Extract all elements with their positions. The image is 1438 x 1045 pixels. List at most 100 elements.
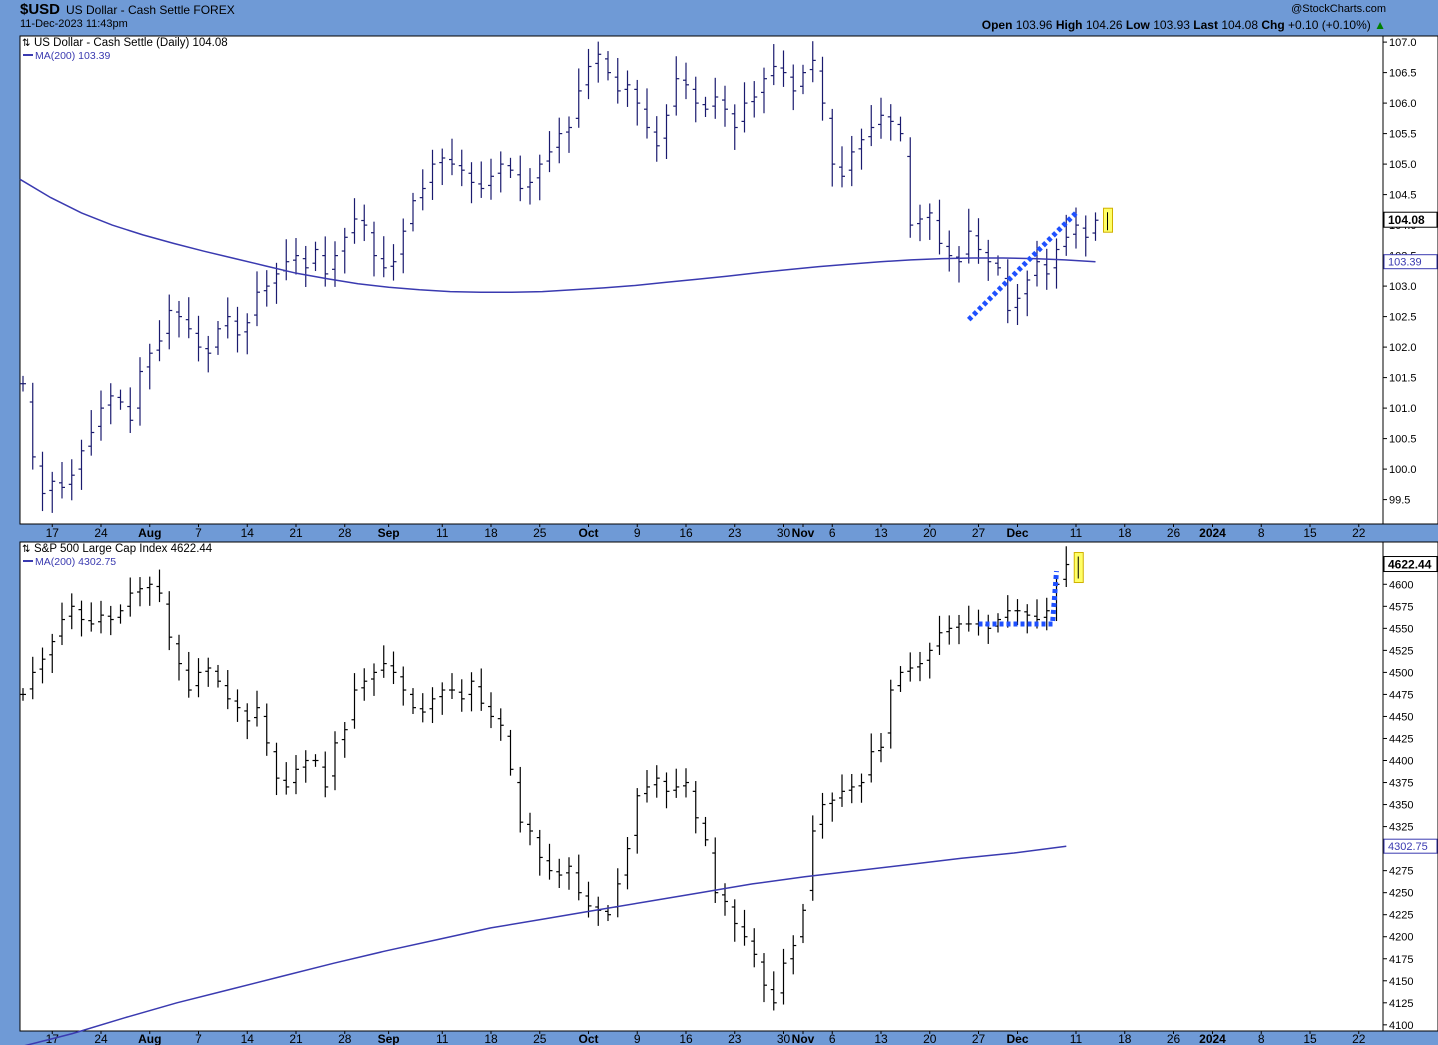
price-bar — [293, 238, 299, 275]
x-tick-label: Sep — [378, 526, 400, 540]
spx-panel: 4600 4575 4550 4525 4500 4475 4450 4425 4400 4375… — [19, 541, 1438, 1045]
x-tick-label: 15 — [1303, 1032, 1317, 1045]
price-bar — [848, 135, 855, 187]
ticker-symbol: $USD — [20, 1, 61, 18]
y-tick-label: 4525 — [1389, 645, 1413, 657]
price-bar — [517, 766, 524, 833]
x-tick-label: 26 — [1167, 1032, 1181, 1045]
y-tick-label: 4425 — [1389, 733, 1413, 745]
x-tick-label: 26 — [1167, 526, 1181, 540]
price-bar — [185, 297, 192, 339]
price-bar — [322, 751, 329, 798]
price-bar — [439, 148, 446, 186]
x-tick-label: 6 — [829, 526, 836, 540]
ma-price-tag-box — [1383, 838, 1438, 854]
price-bar — [468, 162, 475, 204]
price-bar — [965, 208, 972, 264]
price-bar — [20, 688, 26, 701]
price-bar — [556, 858, 563, 889]
price-bar — [624, 836, 631, 890]
price-bar — [283, 762, 290, 795]
price-bar — [410, 192, 416, 232]
up-arrow-icon: ▲ — [1374, 18, 1386, 32]
price-bar — [127, 387, 134, 433]
price-bar — [644, 770, 650, 803]
price-bar — [117, 389, 124, 410]
last-label: Last — [1193, 18, 1218, 32]
price-bar — [800, 64, 806, 95]
x-tick-label: Oct — [578, 1032, 598, 1045]
price-bar — [624, 70, 631, 107]
price-bar — [419, 693, 426, 723]
y-tick-label: 106.0 — [1389, 98, 1417, 110]
price-bar — [839, 774, 845, 807]
price-bar — [215, 320, 221, 355]
x-tick-label: 22 — [1352, 1032, 1366, 1045]
y-tick-label: 101.0 — [1389, 403, 1417, 415]
price-bar — [332, 731, 338, 791]
price-bar — [829, 108, 836, 187]
price-bar — [995, 255, 1001, 276]
price-bar — [536, 829, 543, 876]
price-bar — [780, 948, 787, 1005]
price-bar — [858, 773, 865, 803]
price-bar — [458, 679, 465, 712]
price-bar — [887, 679, 894, 749]
high-value: 104.26 — [1085, 18, 1123, 32]
price-bar — [439, 682, 446, 715]
last-price-tag-box — [1383, 556, 1438, 573]
usd-panel: 107.0106.5106.0105.5105.0104.5104.0103.5… — [19, 35, 1438, 540]
price-bar — [761, 953, 767, 1003]
x-tick-label: 23 — [728, 1032, 742, 1045]
price-bar — [829, 792, 836, 822]
price-bar — [88, 602, 95, 632]
chg-value: +0.10 (+0.10%) — [1288, 18, 1371, 32]
price-bar — [965, 605, 972, 632]
price-bar — [1014, 599, 1021, 625]
chg-label: Chg — [1261, 18, 1285, 32]
y-tick-label: 103.0 — [1389, 281, 1417, 293]
price-bar — [507, 157, 514, 179]
x-tick-label: 20 — [923, 1032, 937, 1045]
x-tick-label: Dec — [1006, 1032, 1028, 1045]
x-tick-label: 24 — [94, 526, 108, 540]
last-price-tag: 104.08 — [1388, 213, 1425, 227]
x-tick-label: 8 — [1258, 1032, 1265, 1045]
price-bar — [458, 149, 465, 187]
price-bar — [195, 315, 202, 362]
x-tick-label: 25 — [533, 1032, 547, 1045]
y-tick-label: 4575 — [1389, 601, 1413, 613]
y-tick-label: 4200 — [1389, 932, 1413, 944]
panel-icon: ⇅ — [22, 38, 30, 49]
ticker-name: US Dollar - Cash Settle FOREX — [66, 3, 235, 17]
price-bar — [1024, 604, 1031, 634]
x-tick-label: 25 — [533, 526, 547, 540]
price-bar — [566, 116, 572, 153]
price-bar — [39, 647, 46, 684]
ma-price-tag: 4302.75 — [1388, 841, 1428, 853]
price-bar — [907, 137, 914, 238]
price-bar — [166, 591, 173, 651]
y-tick-label: 4275 — [1389, 866, 1413, 878]
panel-title: S&P 500 Large Cap Index 4622.44 — [34, 543, 213, 555]
price-bar — [1043, 597, 1050, 631]
x-tick-label: Aug — [138, 1032, 161, 1045]
y-tick-label: 4475 — [1389, 689, 1413, 701]
price-bar — [527, 812, 533, 846]
price-bar — [1053, 238, 1060, 289]
x-tick-label: Oct — [578, 526, 598, 540]
x-tick-label: 23 — [728, 526, 742, 540]
price-bar — [653, 116, 660, 162]
last-value: 104.08 — [1221, 18, 1259, 32]
price-bar — [527, 168, 533, 205]
price-bar — [809, 815, 816, 901]
y-axis-area — [1382, 541, 1438, 1032]
price-bar — [156, 569, 163, 603]
price-bar — [312, 241, 319, 272]
price-bar — [653, 765, 660, 798]
price-bar — [634, 788, 641, 854]
y-tick-label: 106.5 — [1389, 68, 1417, 80]
y-tick-label: 105.5 — [1389, 129, 1417, 141]
x-tick-label: 28 — [338, 526, 352, 540]
